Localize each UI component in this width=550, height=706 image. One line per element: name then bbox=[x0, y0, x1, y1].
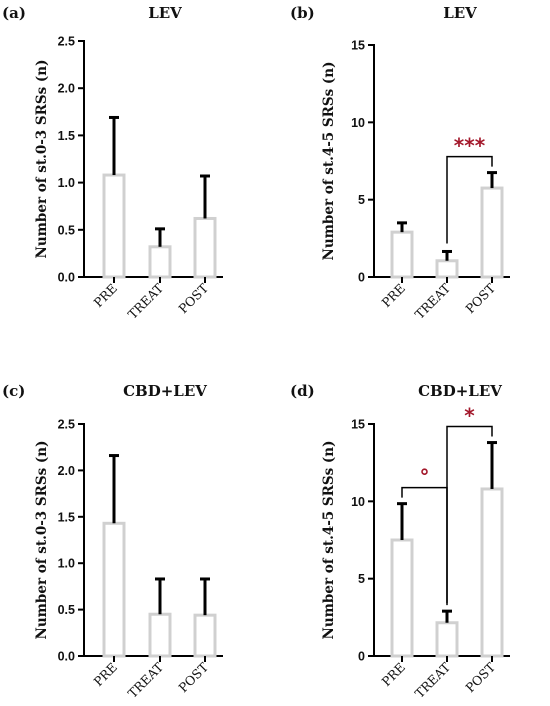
panel-a-title: LEV bbox=[148, 4, 182, 22]
panel-c-bar-post bbox=[193, 613, 217, 658]
panel-b-y-tick-label: 0 bbox=[358, 271, 365, 285]
panel-d-significance-bracket bbox=[401, 486, 448, 606]
panel-a-category-label: PRE bbox=[90, 281, 120, 311]
panel-a-y-tick-label: 1.5 bbox=[58, 129, 75, 143]
panel-d-bar-pre bbox=[390, 538, 414, 658]
panel-a-y-tick-label: 2.0 bbox=[58, 82, 75, 96]
panel-d-category-label: TREAT bbox=[412, 659, 454, 701]
panel-d-y-tick-label: 0 bbox=[358, 650, 365, 664]
panel-c-y-tick-label: 1.5 bbox=[58, 510, 75, 524]
panel-c-category-label: TREAT bbox=[125, 659, 167, 701]
panel-b-y-axis-label: Number of st.4-5 SRSs (n) bbox=[321, 61, 337, 260]
panel-d-significance-label: * bbox=[464, 404, 475, 428]
panel-b-y-tick-label: 15 bbox=[351, 39, 365, 53]
panel-c-label: (c) bbox=[2, 382, 25, 400]
panel-b-bar-treat bbox=[435, 259, 459, 279]
panel-c-category-label: POST bbox=[175, 659, 211, 695]
panel-b-label: (b) bbox=[290, 4, 315, 22]
panel-a-bar-pre bbox=[102, 173, 126, 279]
panel-a-y-tick-label: 0.0 bbox=[58, 271, 75, 285]
panel-c-y-tick-label: 2.0 bbox=[58, 464, 75, 478]
panel-d-y-tick-label: 5 bbox=[358, 572, 365, 586]
panel-c-bar-treat bbox=[148, 612, 172, 658]
panel-a-label: (a) bbox=[2, 4, 26, 22]
panel-a-y-tick-label: 2.5 bbox=[58, 35, 75, 49]
panel-d-significance-bracket bbox=[446, 425, 493, 604]
panel-c-y-tick-label: 2.5 bbox=[58, 418, 75, 432]
panel-d-title: CBD+LEV bbox=[418, 382, 502, 400]
panel-b-bar-post bbox=[480, 186, 504, 279]
panel-d-category-label: PRE bbox=[378, 660, 408, 690]
panel-b-bar-pre bbox=[390, 230, 414, 279]
panel-b-category-label: POST bbox=[462, 280, 498, 316]
panel-c-title: CBD+LEV bbox=[123, 382, 207, 400]
panel-a-y-axis-label: Number of st.0-3 SRSs (n) bbox=[34, 59, 50, 258]
panel-d-y-tick-label: 10 bbox=[351, 495, 365, 509]
panel-b-y-tick-label: 10 bbox=[351, 116, 365, 130]
panel-d-bar-post bbox=[480, 487, 504, 658]
panel-a-category-label: POST bbox=[175, 280, 211, 316]
panel-c-y-tick-label: 0.5 bbox=[58, 603, 75, 617]
panel-a-category-label: TREAT bbox=[125, 280, 167, 322]
panel-d-y-tick-label: 15 bbox=[351, 418, 365, 432]
panel-b-title: LEV bbox=[443, 4, 477, 22]
panel-d-label: (d) bbox=[290, 382, 315, 400]
panel-b-y-tick-label: 5 bbox=[358, 193, 365, 207]
panel-b-significance-label: *** bbox=[454, 134, 486, 158]
panel-a-bar-post bbox=[193, 216, 217, 279]
panel-d-y-axis-label: Number of st.4-5 SRSs (n) bbox=[321, 440, 337, 639]
panel-d-significance-label: ° bbox=[420, 465, 430, 489]
panel-a-y-tick-label: 0.5 bbox=[58, 223, 75, 237]
panel-c-y-axis-label: Number of st.0-3 SRSs (n) bbox=[34, 440, 50, 639]
panel-c-bar-pre bbox=[102, 521, 126, 658]
panel-a-bar-treat bbox=[148, 245, 172, 279]
panel-b-significance-bracket bbox=[446, 155, 493, 244]
panel-b-category-label: TREAT bbox=[412, 280, 454, 322]
panel-c-category-label: PRE bbox=[90, 660, 120, 690]
panel-c-y-tick-label: 0.0 bbox=[58, 650, 75, 664]
panel-d-bar-treat bbox=[435, 621, 459, 658]
panel-a-y-tick-label: 1.0 bbox=[58, 176, 75, 190]
panel-b-category-label: PRE bbox=[378, 281, 408, 311]
panel-c-y-tick-label: 1.0 bbox=[58, 557, 75, 571]
panel-d-category-label: POST bbox=[462, 659, 498, 695]
